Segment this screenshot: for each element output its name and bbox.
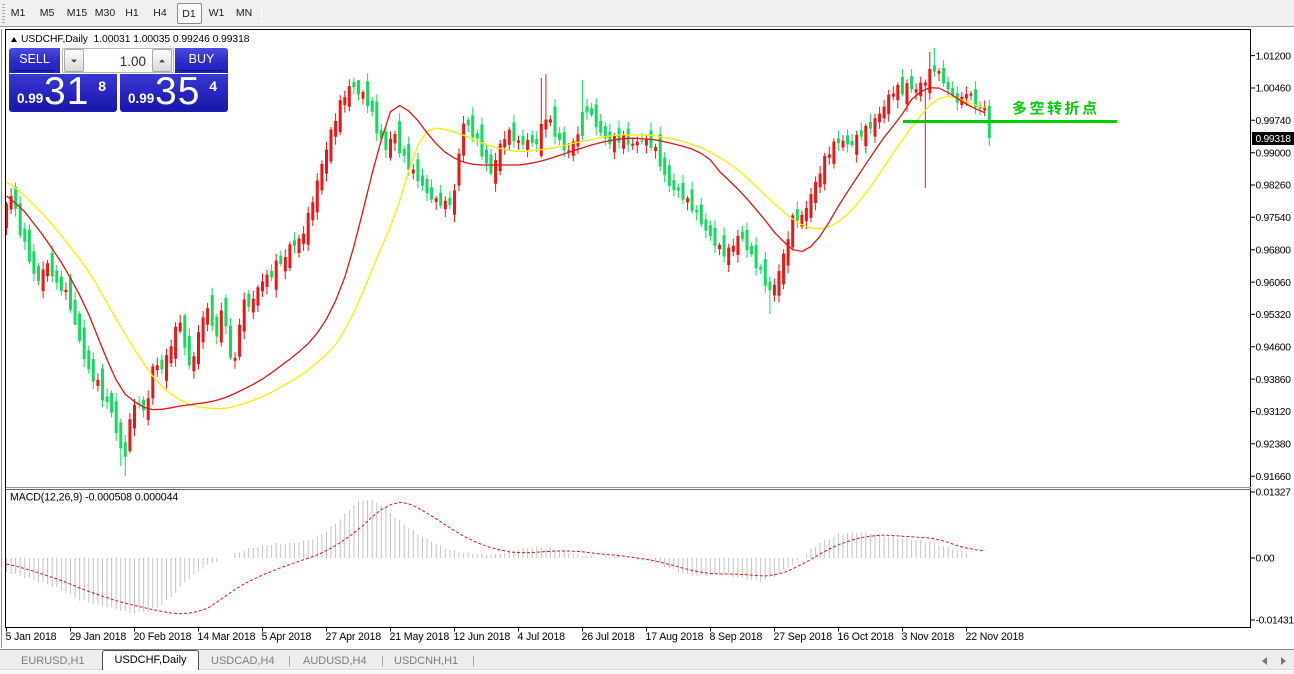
svg-text:17 Aug 2018: 17 Aug 2018 — [646, 631, 704, 643]
svg-text:20 Feb 2018: 20 Feb 2018 — [134, 631, 192, 643]
svg-text:0.99000: 0.99000 — [1256, 148, 1292, 159]
svg-text:0.99318: 0.99318 — [1256, 134, 1292, 145]
svg-text:21 May 2018: 21 May 2018 — [390, 631, 450, 643]
svg-text:0.93860: 0.93860 — [1256, 375, 1292, 386]
svg-text:0.96060: 0.96060 — [1256, 278, 1292, 289]
svg-text:0.00: 0.00 — [1256, 554, 1275, 565]
svg-text:0.98260: 0.98260 — [1256, 181, 1292, 192]
svg-text:5 Jan 2018: 5 Jan 2018 — [6, 631, 57, 643]
svg-text:22 Nov 2018: 22 Nov 2018 — [966, 631, 1025, 643]
svg-text:0.94600: 0.94600 — [1256, 343, 1292, 354]
svg-text:3 Nov 2018: 3 Nov 2018 — [902, 631, 955, 643]
svg-text:16 Oct 2018: 16 Oct 2018 — [838, 631, 894, 643]
svg-text:1.01200: 1.01200 — [1256, 51, 1292, 62]
svg-text:14 Mar 2018: 14 Mar 2018 — [198, 631, 256, 643]
svg-text:1.00460: 1.00460 — [1256, 84, 1292, 95]
svg-text:27 Apr 2018: 27 Apr 2018 — [326, 631, 382, 643]
svg-text:-0.01431: -0.01431 — [1256, 616, 1294, 627]
svg-text:27 Sep 2018: 27 Sep 2018 — [774, 631, 833, 643]
svg-text:8 Sep 2018: 8 Sep 2018 — [710, 631, 763, 643]
svg-text:12 Jun 2018: 12 Jun 2018 — [454, 631, 511, 643]
svg-text:5 Apr 2018: 5 Apr 2018 — [262, 631, 312, 643]
svg-text:MACD(12,26,9) -0.000508 0.0000: MACD(12,26,9) -0.000508 0.000044 — [10, 492, 178, 504]
svg-text:4 Jul 2018: 4 Jul 2018 — [518, 631, 566, 643]
svg-text:0.95320: 0.95320 — [1256, 310, 1292, 321]
svg-text:0.99740: 0.99740 — [1256, 116, 1292, 127]
svg-text:0.97540: 0.97540 — [1256, 213, 1292, 224]
svg-text:0.91660: 0.91660 — [1256, 472, 1292, 483]
svg-text:0.96800: 0.96800 — [1256, 245, 1292, 256]
svg-text:26 Jul 2018: 26 Jul 2018 — [582, 631, 635, 643]
svg-text:0.01327: 0.01327 — [1256, 488, 1292, 499]
svg-text:29 Jan 2018: 29 Jan 2018 — [70, 631, 127, 643]
svg-text:0.92380: 0.92380 — [1256, 440, 1292, 451]
svg-text:0.93120: 0.93120 — [1256, 407, 1292, 418]
